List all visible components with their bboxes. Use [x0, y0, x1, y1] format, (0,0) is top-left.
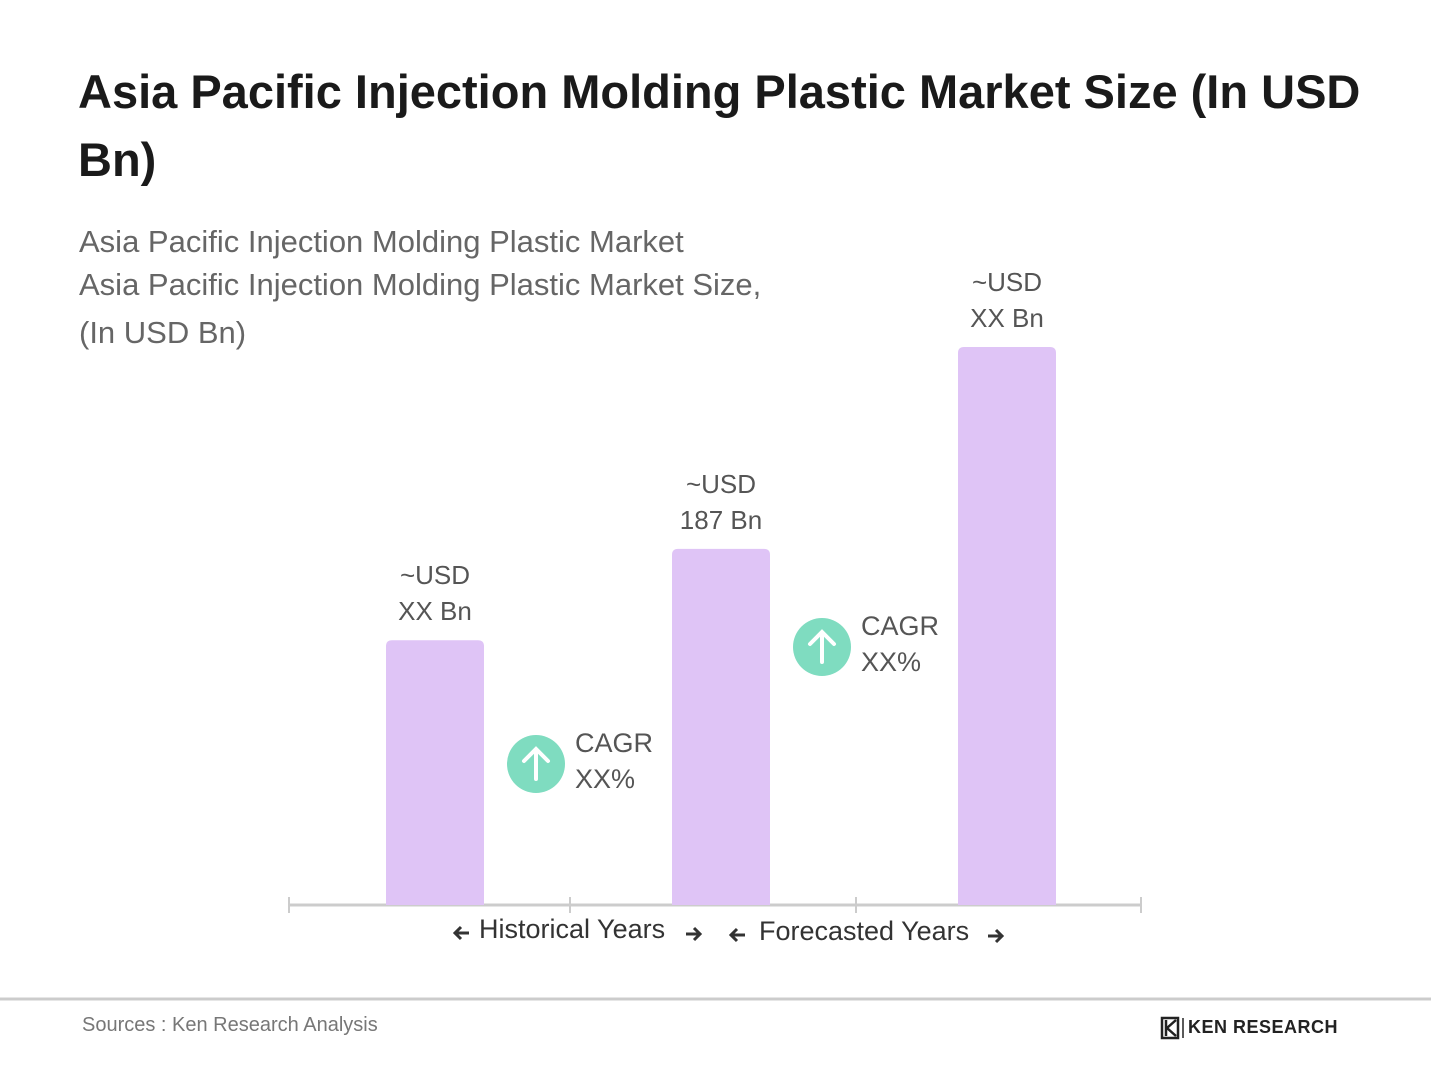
section-label: Historical Years: [479, 914, 666, 944]
subtitle: Asia Pacific Injection Molding Plastic M…: [79, 224, 684, 259]
cagr-icon: [793, 618, 851, 676]
source: Sources : Ken Research Analysis: [82, 1014, 378, 1036]
subtitle: Asia Pacific Injection Molding Plastic M…: [79, 267, 762, 302]
subtitle: (In USD Bn): [79, 315, 247, 350]
section-label: Forecasted Years: [759, 916, 970, 946]
cagr-icon: [507, 735, 565, 793]
logo-text: KEN RESEARCH: [1188, 1017, 1339, 1037]
value-label: ~USD XX Bn: [970, 267, 1044, 333]
logo-icon: [1160, 1016, 1184, 1040]
value-label: ~USD 187 Bn: [679, 468, 763, 535]
cagr-label: CAGR XX%: [575, 728, 654, 794]
chart-title: Asia Pacific Injection Molding Plastic M…: [78, 65, 1361, 186]
value-label: ~USD XX Bn: [398, 560, 472, 627]
bar: [386, 640, 484, 905]
cagr-label: CAGR XX%: [861, 611, 940, 677]
bar: [672, 548, 770, 905]
bar: [958, 347, 1056, 905]
section-arrows: [452, 925, 1005, 944]
